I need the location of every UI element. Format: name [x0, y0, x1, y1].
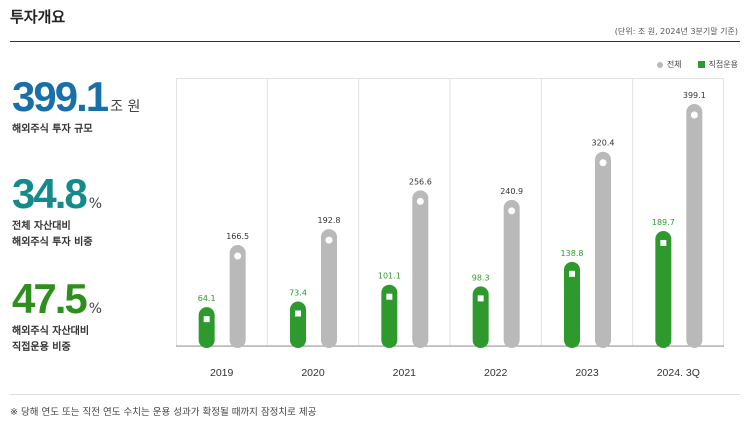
- bar-total-marker: [690, 111, 698, 119]
- bar-direct-2020: [290, 301, 306, 348]
- title-divider: [10, 41, 740, 42]
- bar-total-marker: [325, 236, 333, 244]
- footnote-divider: [10, 394, 740, 395]
- legend-direct-marker: [697, 61, 705, 68]
- bar-total-2023: [595, 151, 611, 348]
- bar-total-label: 192.8: [318, 216, 341, 225]
- bar-direct-marker: [477, 295, 484, 302]
- x-tick-label: 2023: [575, 367, 599, 379]
- x-tick-label: 2022: [484, 367, 508, 379]
- x-tick-label: 2021: [393, 367, 417, 379]
- bar-direct-2023: [564, 261, 580, 348]
- bar-total-label: 240.9: [500, 187, 523, 196]
- bar-direct-label: 64.1: [198, 294, 216, 303]
- legend-total-label: 전체: [666, 60, 682, 69]
- stat-investment-size-desc: 해외주식 투자 규모: [12, 124, 93, 135]
- x-tick-label: 2024. 3Q: [657, 367, 700, 379]
- bar-total-2021: [412, 190, 429, 348]
- bar-chart-svg: 64.1 166.5 2019 73.4 192.8 2020 101.1 256.6 2021…: [176, 78, 724, 379]
- bar-direct-marker: [295, 310, 301, 317]
- chart-legend: 전체 직접운용: [656, 59, 738, 70]
- legend-total-marker: [656, 61, 663, 68]
- legend-direct-label: 직접운용: [708, 60, 738, 69]
- stat-direct-ratio-desc1: 해외주식 자산대비: [12, 326, 90, 337]
- stat-total-asset-ratio-desc1: 전체 자산대비: [12, 221, 71, 232]
- stat-investment-size-unit: 조 원: [110, 99, 141, 115]
- bar-direct-label: 138.8: [561, 249, 584, 258]
- bar-total-2024. 3Q: [686, 104, 703, 348]
- stat-total-asset-ratio-desc2: 해외주식 투자 비중: [12, 237, 93, 248]
- bar-direct-label: 189.7: [652, 218, 675, 227]
- bar-direct-2021: [381, 284, 398, 348]
- bar-total-marker: [599, 159, 607, 167]
- bar-direct-2022: [472, 286, 489, 348]
- bar-direct-label: 98.3: [472, 273, 490, 282]
- x-tick-label: 2019: [210, 367, 234, 379]
- bar-total-label: 399.1: [683, 91, 706, 100]
- bar-total-2020: [321, 229, 337, 348]
- bar-direct-marker: [569, 270, 575, 277]
- bar-total-marker: [234, 252, 242, 260]
- x-tick-label: 2020: [301, 367, 325, 379]
- bar-total-label: 166.5: [226, 232, 249, 241]
- stat-direct-ratio-value: 47.5: [12, 275, 88, 322]
- unit-note: (단위: 조 원, 2024년 3분기말 기준): [614, 27, 738, 36]
- footnote: ※ 당해 연도 또는 직전 연도 수치는 운용 성과가 확정될 때까지 잠정치로…: [10, 407, 317, 418]
- stat-total-asset-ratio-unit: %: [88, 196, 103, 212]
- stat-direct-ratio-desc2: 직접운용 비중: [12, 342, 71, 353]
- bar-total-label: 256.6: [409, 177, 432, 186]
- bar-total-marker: [508, 207, 516, 215]
- stat-total-asset-ratio-value: 34.8: [12, 170, 88, 217]
- bar-direct-label: 73.4: [289, 288, 307, 297]
- bar-direct-marker: [660, 239, 667, 246]
- bar-total-label: 320.4: [592, 139, 615, 148]
- bar-direct-label: 101.1: [378, 272, 401, 281]
- stat-direct-ratio-unit: %: [88, 301, 103, 317]
- bar-direct-marker: [203, 316, 210, 323]
- bar-total-2022: [503, 199, 520, 348]
- bar-direct-marker: [386, 293, 393, 300]
- bar-total-2019: [229, 245, 246, 348]
- page-title: 투자개요: [10, 8, 66, 26]
- bar-chart: 64.1 166.5 2019 73.4 192.8 2020 101.1 256.6 2021…: [176, 78, 724, 387]
- stat-investment-size-value: 399.1: [12, 73, 109, 120]
- bar-total-marker: [416, 197, 424, 205]
- bar-direct-2024. 3Q: [655, 230, 672, 348]
- stat-investment-size: 399.1 조 원 해외주식 투자 규모: [12, 76, 140, 138]
- bar-direct-2019: [198, 307, 215, 348]
